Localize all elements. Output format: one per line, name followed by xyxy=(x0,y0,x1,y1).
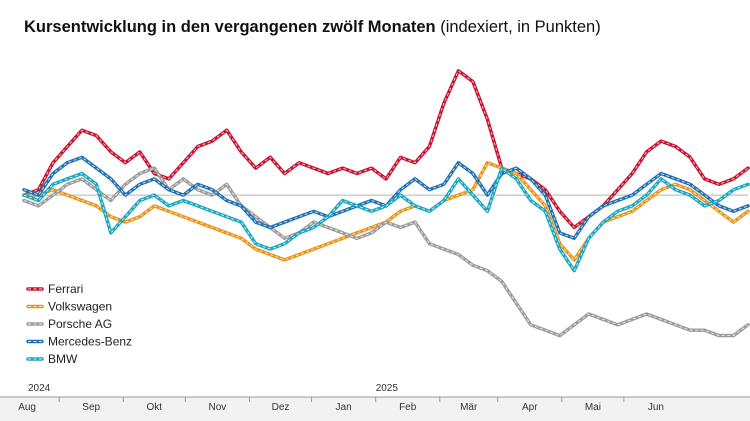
series-line-highlight xyxy=(23,70,749,228)
x-tick-label: Feb xyxy=(399,402,417,413)
x-tick-label: Jun xyxy=(648,402,664,413)
x-tick-label: Dez xyxy=(272,402,290,413)
series-mercedes-benz xyxy=(22,155,750,241)
legend-label: Volkswagen xyxy=(48,300,112,314)
legend: Ferrari Volkswagen Porsche AG Mercedes-Benz… xyxy=(26,282,132,366)
series-line xyxy=(22,166,750,338)
x-tick-label: Jan xyxy=(336,402,352,413)
series-bmw xyxy=(22,166,750,273)
series-ferrari xyxy=(22,69,750,230)
chart-title-bold: Kursentwicklung in den vergangenen zwölf… xyxy=(24,18,436,36)
chart-title: Kursentwicklung in den vergangenen zwölf… xyxy=(24,18,601,36)
axis-band xyxy=(0,397,750,421)
series-line-highlight xyxy=(23,167,749,337)
x-tick-label: Mai xyxy=(585,402,601,413)
legend-label: Mercedes-Benz xyxy=(48,335,132,349)
x-axis: Aug Sep Okt Nov Dez Jan Feb Mär Apr Mai Jun 2024 202… xyxy=(0,383,750,421)
legend-item: Porsche AG xyxy=(26,317,112,331)
x-tick-label: Mär xyxy=(460,402,478,413)
series-line-highlight xyxy=(23,167,749,272)
chart-title-normal: (indexiert, in Punkten) xyxy=(436,18,601,36)
x-tick-label: Nov xyxy=(209,402,227,413)
legend-item: Volkswagen xyxy=(26,300,112,314)
legend-item: Mercedes-Benz xyxy=(26,335,132,349)
series-line-highlight xyxy=(23,156,749,239)
series-porsche-ag xyxy=(22,166,750,338)
x-tick-label: Apr xyxy=(522,402,538,413)
year-label: 2025 xyxy=(376,383,399,394)
x-tick-label: Sep xyxy=(82,402,100,413)
x-tick-label: Aug xyxy=(18,402,36,413)
plot-area xyxy=(22,69,750,338)
year-label: 2024 xyxy=(28,383,51,394)
legend-item: BMW xyxy=(26,352,78,366)
x-tick-label: Okt xyxy=(147,402,163,413)
legend-label: Ferrari xyxy=(48,282,83,296)
legend-label: BMW xyxy=(48,352,78,366)
legend-item: Ferrari xyxy=(26,282,83,296)
series-line xyxy=(22,155,750,241)
legend-label: Porsche AG xyxy=(48,317,112,331)
